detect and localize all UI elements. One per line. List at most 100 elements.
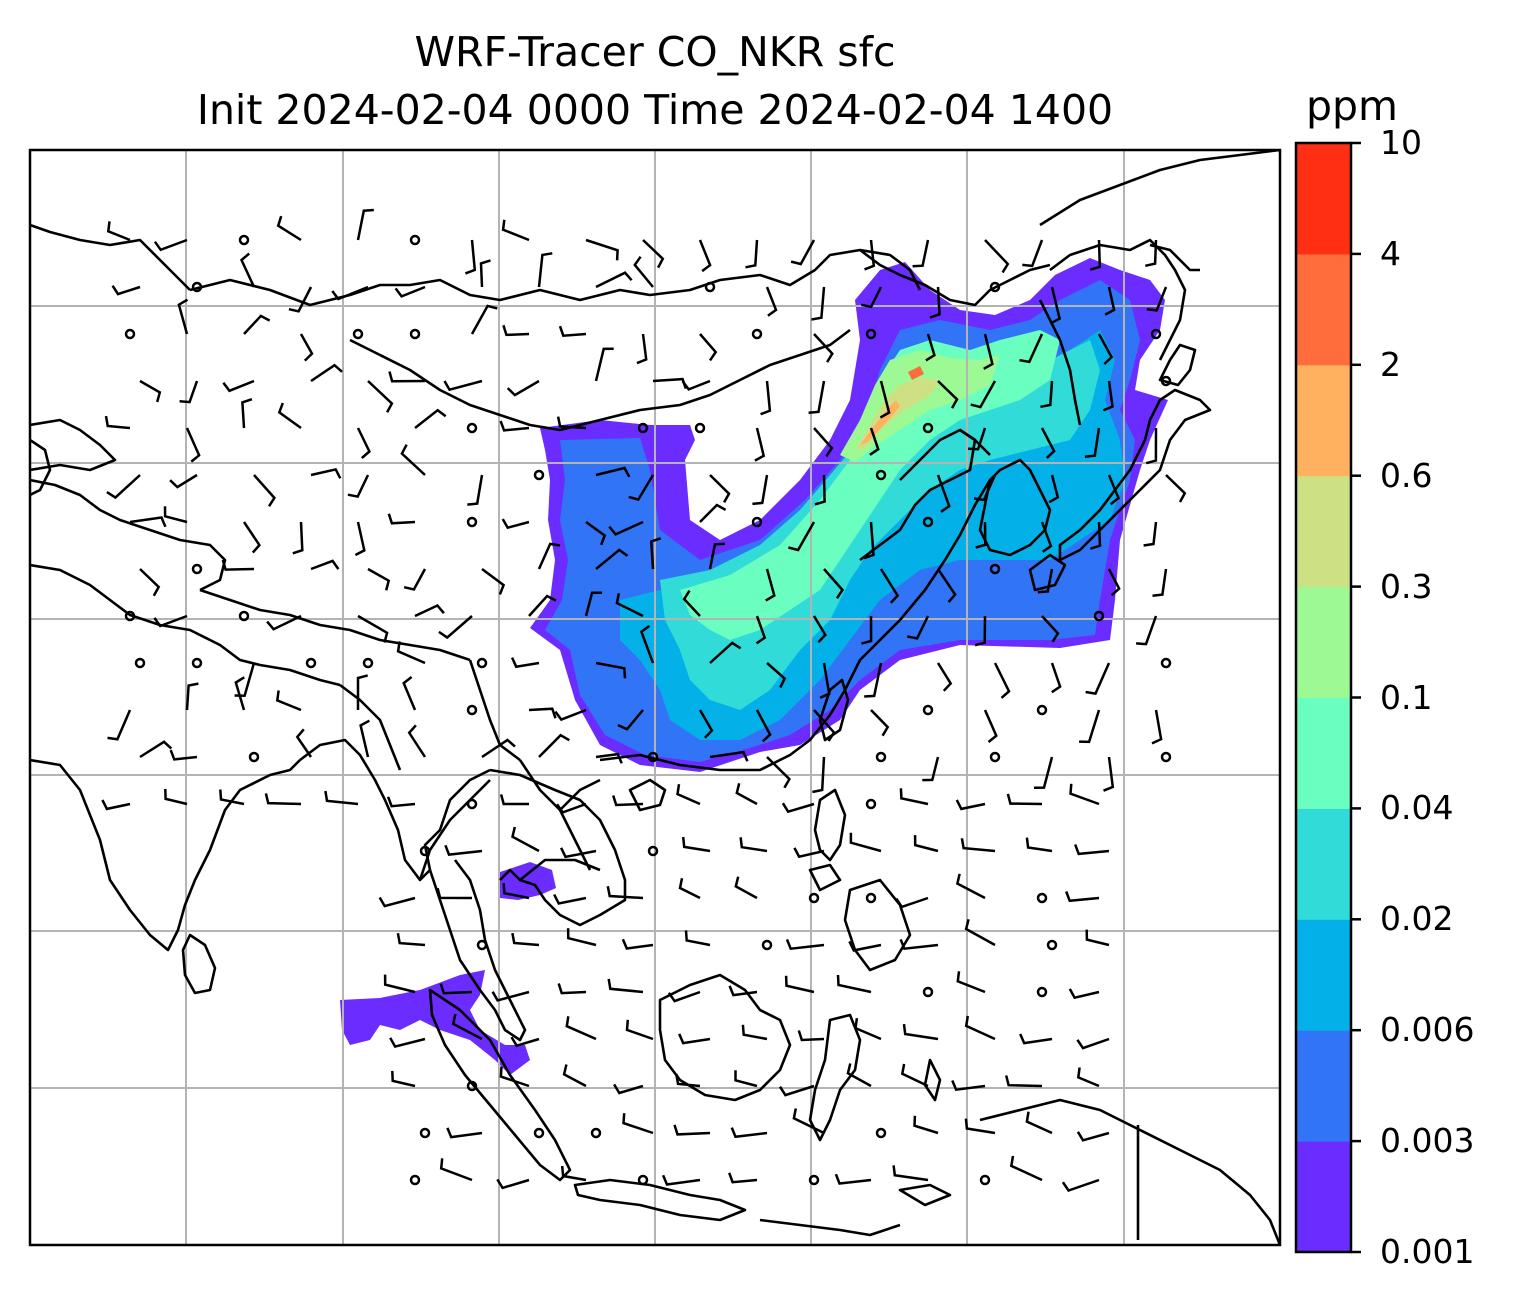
wind-barb [139,568,161,597]
wind-barb [864,662,883,698]
coast-visayas [808,863,842,892]
wind-barb [1074,844,1110,856]
wind-barb [649,537,662,570]
wind-barb [936,474,951,513]
wind-barb [1061,1178,1100,1192]
wind-barb [955,799,986,811]
wind-barb [562,1064,587,1088]
wind-barb [595,271,633,289]
wind-barb [288,286,313,313]
coast-indochina [489,768,627,927]
border-nepal [259,663,341,687]
wind-barb [682,589,701,617]
wind-barb [111,285,141,296]
wind-barb [760,380,772,416]
wind-barb [276,215,302,242]
wind-barb [107,709,132,741]
wind-barb [1090,521,1102,550]
wind-barb [808,380,826,415]
wind-barb [394,285,426,298]
colorbar [1294,141,1361,1254]
calm-wind-marker [466,1080,478,1092]
wind-barb [1107,568,1121,597]
wind-barb [936,568,957,603]
wind-barb [169,749,198,761]
colorbar-segment [1296,919,1351,1031]
wind-barb [754,427,766,462]
wind-barb [633,255,654,288]
wind-barb [869,427,880,456]
wind-barb [387,513,416,525]
tracer-plume-lightgreen [840,350,1000,462]
wind-barb [698,709,714,739]
wind-barb [734,1070,758,1088]
coast-mindanao [843,878,912,972]
wind-barb [241,398,253,429]
wind-barb [785,938,825,951]
calm-wind-marker [922,516,934,528]
wind-barb [331,285,369,301]
wind-barb [1025,837,1053,853]
wind-barb [639,624,655,664]
wind-barb [846,1063,872,1088]
coast-sulawesi [808,1013,862,1142]
colorbar-unit: ppm [1306,82,1398,130]
colorbar-tick-label: 0.04 [1380,788,1454,828]
wind-barb [219,789,245,806]
wind-barb [684,930,711,947]
wind-barb [179,380,199,404]
wind-barb [383,974,416,994]
calm-wind-marker [134,657,146,669]
wind-barb [1104,286,1116,316]
wind-barb [595,466,631,478]
wind-barb [106,474,141,500]
wind-barb [964,1118,996,1135]
wind-barbs [101,208,1187,1192]
coast-hokkaido [1158,343,1197,387]
calm-wind-marker [637,422,649,434]
wind-barb [277,402,302,430]
wind-barb [902,1023,939,1041]
calm-wind-marker [1036,986,1048,998]
calm-wind-marker [694,422,706,434]
wind-barb [354,521,366,557]
wind-barb [407,724,427,758]
calm-wind-marker [352,328,364,340]
calm-wind-marker [989,563,1001,575]
wind-barb [899,938,939,951]
wind-barb [584,591,603,617]
coast-kyushu [1028,553,1067,592]
wind-barb [553,893,587,905]
calm-wind-marker [533,469,545,481]
calm-wind-marker [875,469,887,481]
calm-wind-marker [808,892,820,904]
border-himalaya [199,588,471,662]
wind-barb [964,918,996,947]
wind-barb [970,380,997,409]
wind-barb [1076,1067,1100,1088]
wind-barb [681,836,711,853]
wind-barb [879,380,891,419]
wind-barb [501,219,530,242]
wind-barb [451,1013,483,1041]
wind-barb [676,784,701,806]
calm-wind-marker [989,751,1001,763]
wind-barb [1102,380,1114,412]
coast-hainan [628,778,667,812]
wind-barb [129,516,167,528]
wind-barb [625,1019,654,1041]
wind-barb [781,802,815,814]
wind-barb [169,473,198,489]
wind-barb [834,1173,872,1185]
wind-barb [402,676,417,711]
wind-barb [766,756,791,789]
wind-barb [636,333,648,365]
wind-barb [153,238,188,252]
wind-barb [607,978,644,994]
border-myanmar [339,683,402,771]
wind-barb [324,790,359,806]
wind-barb [784,975,815,994]
wind-barb [310,467,342,479]
wind-barb [1143,521,1158,547]
wind-barb [1065,891,1100,903]
